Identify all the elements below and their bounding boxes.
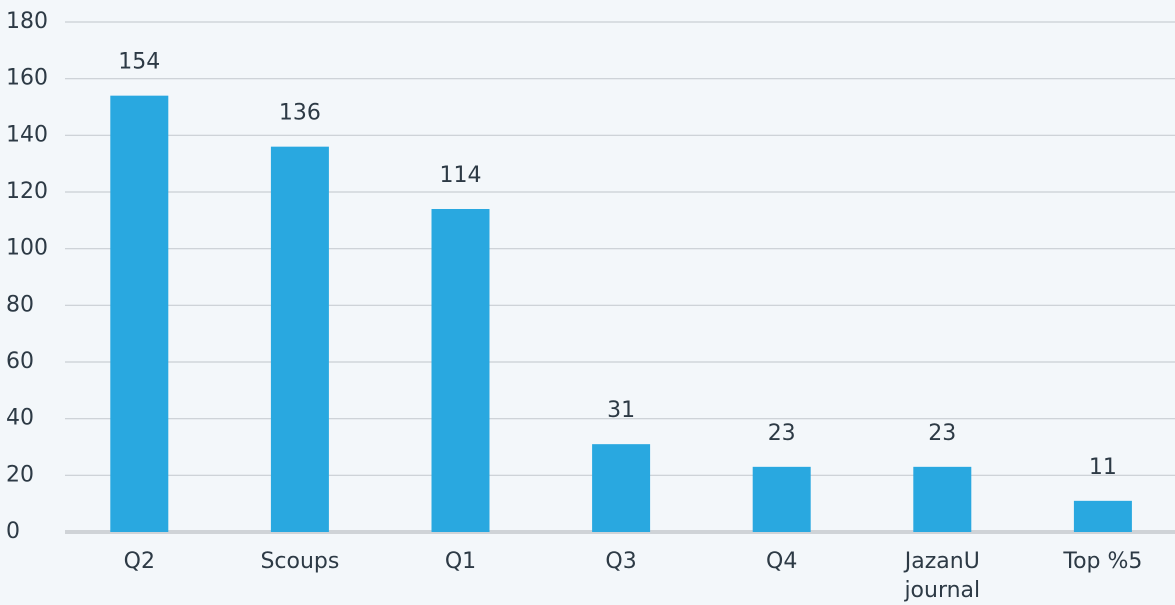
- value-label: 31: [607, 398, 635, 423]
- y-tick-label: 20: [6, 462, 34, 487]
- y-tick-label: 140: [6, 122, 48, 147]
- value-label: 136: [279, 101, 321, 126]
- bar: [270, 146, 329, 532]
- y-tick-label: 100: [6, 236, 48, 261]
- x-tick-label: Top %5: [1062, 549, 1142, 574]
- bar: [110, 95, 169, 533]
- value-label: 154: [118, 50, 160, 75]
- bar: [431, 209, 490, 532]
- y-tick-label: 60: [6, 349, 34, 374]
- x-tick-label: Q3: [605, 549, 636, 574]
- x-tick-label: JazanU journal: [903, 549, 980, 603]
- value-label: 23: [928, 421, 956, 446]
- bar: [1073, 500, 1132, 532]
- y-tick-label: 40: [6, 406, 34, 431]
- y-tick-label: 0: [6, 519, 20, 544]
- value-label: 114: [440, 163, 482, 188]
- bar: [752, 466, 811, 532]
- x-tick-label: Scoups: [260, 549, 339, 574]
- y-tick-label: 180: [6, 9, 48, 34]
- y-tick-label: 160: [6, 66, 48, 91]
- bar: [592, 444, 651, 532]
- y-tick-label: 80: [6, 292, 34, 317]
- x-tick-label: Q4: [766, 549, 797, 574]
- value-label: 11: [1089, 455, 1117, 480]
- bar: [913, 466, 972, 532]
- y-tick-label: 120: [6, 179, 48, 204]
- x-tick-label: Q2: [124, 549, 155, 574]
- value-label: 23: [768, 421, 796, 446]
- x-tick-label: Q1: [445, 549, 476, 574]
